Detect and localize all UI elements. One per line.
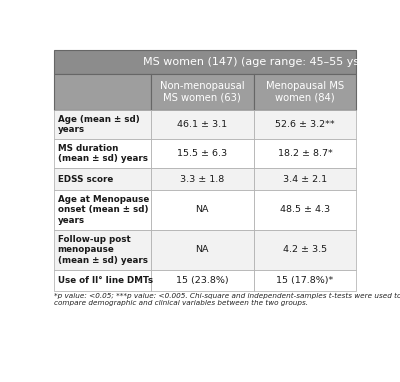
Text: Menopausal MS
women (84): Menopausal MS women (84) [266, 81, 344, 103]
Bar [151, 74, 254, 110]
Bar [254, 74, 356, 110]
Bar [54, 74, 151, 110]
Text: Follow-up post
menopause
(mean ± sd) years: Follow-up post menopause (mean ± sd) yea… [58, 235, 148, 265]
Bar [254, 230, 356, 270]
Bar [54, 230, 151, 270]
Text: MS women (147) (age range: 45–55 ys): MS women (147) (age range: 45–55 ys) [143, 57, 364, 67]
Text: NA: NA [196, 206, 209, 214]
Bar [151, 190, 254, 230]
Text: 15 (17.8%)*: 15 (17.8%)* [276, 276, 334, 285]
Text: EDSS score: EDSS score [58, 175, 113, 183]
Text: Age (mean ± sd)
years: Age (mean ± sd) years [58, 115, 140, 134]
Text: *p value: <0.05; ***p value: <0.005. Chi-square and independent-samples t-tests : *p value: <0.05; ***p value: <0.005. Chi… [54, 293, 400, 306]
Text: Age at Menopause
onset (mean ± sd)
years: Age at Menopause onset (mean ± sd) years [58, 195, 149, 225]
Bar [54, 168, 151, 190]
Bar [54, 50, 356, 74]
Text: Non-menopausal
MS women (63): Non-menopausal MS women (63) [160, 81, 245, 103]
Bar [54, 110, 151, 139]
Text: 4.2 ± 3.5: 4.2 ± 3.5 [283, 245, 327, 254]
Text: 52.6 ± 3.2**: 52.6 ± 3.2** [275, 120, 335, 129]
Bar [254, 139, 356, 168]
Bar [151, 270, 254, 291]
Text: 48.5 ± 4.3: 48.5 ± 4.3 [280, 206, 330, 214]
Bar [151, 110, 254, 139]
Text: 15.5 ± 6.3: 15.5 ± 6.3 [177, 149, 227, 158]
Text: 46.1 ± 3.1: 46.1 ± 3.1 [177, 120, 227, 129]
Bar [254, 270, 356, 291]
Bar [54, 139, 151, 168]
Text: Use of II° line DMTs: Use of II° line DMTs [58, 276, 153, 285]
Bar [254, 168, 356, 190]
Bar [254, 110, 356, 139]
Text: MS duration
(mean ± sd) years: MS duration (mean ± sd) years [58, 144, 148, 163]
Bar [151, 230, 254, 270]
Text: 15 (23.8%): 15 (23.8%) [176, 276, 229, 285]
Bar [54, 190, 151, 230]
Text: 18.2 ± 8.7*: 18.2 ± 8.7* [278, 149, 332, 158]
Bar [151, 139, 254, 168]
Text: NA: NA [196, 245, 209, 254]
Bar [151, 168, 254, 190]
Bar [254, 190, 356, 230]
Text: 3.4 ± 2.1: 3.4 ± 2.1 [283, 175, 327, 183]
Bar [54, 270, 151, 291]
Text: 3.3 ± 1.8: 3.3 ± 1.8 [180, 175, 224, 183]
